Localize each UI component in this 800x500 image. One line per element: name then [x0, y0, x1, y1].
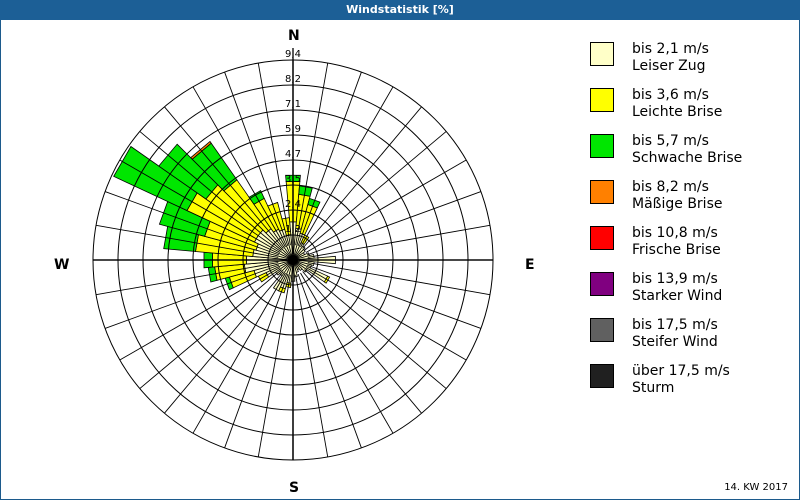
- legend-name: Steifer Wind: [632, 334, 718, 350]
- grid-spoke: [164, 106, 284, 249]
- center-hub: [288, 255, 298, 265]
- legend-speed: bis 8,2 m/s: [632, 179, 709, 195]
- radial-tick-label: 1,2: [285, 224, 301, 235]
- legend-name: Mäßige Brise: [632, 196, 723, 212]
- grid-spoke: [306, 264, 482, 329]
- grid-spoke: [224, 71, 289, 247]
- radial-tick-label: 7,1: [285, 99, 301, 110]
- compass-south-label: S: [289, 480, 300, 496]
- grid-spoke: [295, 62, 329, 246]
- grid-spoke: [297, 273, 362, 449]
- grid-spoke: [307, 224, 491, 258]
- grid-spoke: [164, 271, 284, 414]
- legend-speed: bis 2,1 m/s: [632, 41, 709, 57]
- legend-name: Leiser Zug: [632, 58, 706, 74]
- grid-spoke: [300, 86, 394, 248]
- grid-spoke: [192, 272, 286, 434]
- grid-spoke: [306, 191, 482, 256]
- grid-spoke: [104, 191, 280, 256]
- grid-spoke: [95, 224, 279, 258]
- compass-north-label: N: [288, 28, 300, 44]
- legend-speed: bis 3,6 m/s: [632, 87, 709, 103]
- grid-spoke: [305, 267, 467, 361]
- grid-spoke: [224, 273, 289, 449]
- legend-speed: bis 17,5 m/s: [632, 317, 718, 333]
- grid-spoke: [304, 269, 447, 389]
- grid-spoke: [257, 62, 291, 246]
- grid-spoke: [305, 159, 467, 253]
- legend-swatch: [590, 134, 614, 158]
- grid-spoke: [257, 274, 291, 458]
- radial-tick-label: 5,9: [285, 124, 301, 135]
- legend-swatch: [590, 272, 614, 296]
- grid-spoke: [302, 271, 422, 414]
- rose-sector-segment: [113, 145, 198, 212]
- grid-spoke: [297, 71, 362, 247]
- grid-spoke: [119, 267, 281, 361]
- grid-spoke: [104, 264, 280, 329]
- legend-swatch: [590, 226, 614, 250]
- week-label: 14. KW 2017: [724, 482, 788, 493]
- legend-swatch: [590, 318, 614, 342]
- legend-swatch: [590, 42, 614, 66]
- chart-title: Windstatistik [%]: [0, 0, 800, 20]
- legend-speed: bis 5,7 m/s: [632, 133, 709, 149]
- radial-tick-label: 3,5: [285, 174, 301, 185]
- legend-swatch: [590, 88, 614, 112]
- radial-tick-label: 8,2: [285, 74, 301, 85]
- legend-swatch: [590, 364, 614, 388]
- radial-tick-label: 2,4: [285, 199, 301, 210]
- legend-swatch: [590, 180, 614, 204]
- compass-west-label: W: [54, 257, 70, 273]
- grid-spoke: [95, 262, 279, 296]
- legend-speed: bis 13,9 m/s: [632, 271, 718, 287]
- legend-name: Schwache Brise: [632, 150, 743, 166]
- grid-spoke: [139, 131, 282, 251]
- radial-tick-label: 9,4: [285, 49, 301, 60]
- grid-spoke: [295, 274, 329, 458]
- grid-spoke: [304, 131, 447, 251]
- legend-name: Starker Wind: [632, 288, 723, 304]
- grid-spoke: [307, 262, 491, 296]
- radial-tick-label: 4,7: [285, 149, 301, 160]
- legend-name: Frische Brise: [632, 242, 721, 258]
- legend-name: Sturm: [632, 380, 675, 396]
- grid-spoke: [119, 159, 281, 253]
- legend-name: Leichte Brise: [632, 104, 723, 120]
- compass-east-label: E: [525, 257, 535, 273]
- grid-spoke: [302, 106, 422, 249]
- legend-speed: bis 10,8 m/s: [632, 225, 718, 241]
- grid-spoke: [192, 86, 286, 248]
- grid-spoke: [139, 269, 282, 389]
- legend-speed: über 17,5 m/s: [632, 363, 730, 379]
- grid-spoke: [300, 272, 394, 434]
